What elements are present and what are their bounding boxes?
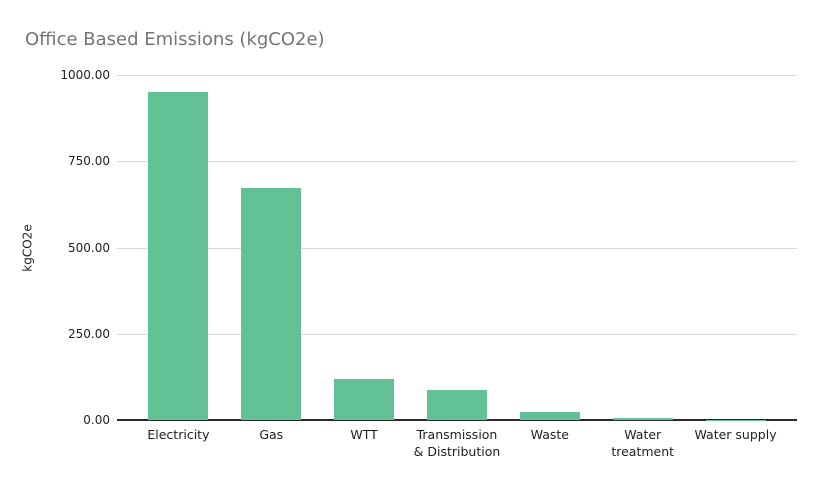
y-tick-label-250.00: 250.00 — [68, 326, 110, 341]
y-tick-label-750.00: 750.00 — [68, 154, 110, 169]
gridline-250 — [117, 333, 797, 335]
bar-transmission-distribution[interactable] — [427, 390, 487, 420]
gridline-500 — [117, 247, 797, 249]
x-category-label-electricity: Electricity — [147, 427, 210, 442]
x-category-label-transmission-distribution: Transmission & Distribution — [413, 427, 501, 459]
y-axis-title: kgCO2e — [14, 75, 42, 420]
chart-title: Office Based Emissions (kgCO2e) — [25, 29, 325, 50]
gridline-1000 — [117, 75, 797, 76]
bar-gas[interactable] — [241, 187, 302, 420]
bar-water-treatment[interactable] — [612, 417, 673, 420]
x-category-label-waste: Waste — [530, 427, 569, 442]
x-category-label-water-supply: Water supply — [694, 427, 777, 442]
x-axis-line — [117, 419, 797, 421]
bar-electricity[interactable] — [148, 92, 209, 420]
y-tick-label-0.00: 0.00 — [83, 413, 110, 427]
x-category-label-wtt: WTT — [350, 427, 378, 442]
x-category-label-gas: Gas — [259, 427, 284, 442]
y-tick-label-1000.00: 1000.00 — [60, 68, 110, 82]
y-axis-title-text: kgCO2e — [21, 223, 36, 272]
gridline-750 — [117, 161, 797, 163]
x-category-label-water-treatment: Water treatment — [611, 427, 675, 459]
bar-waste[interactable] — [519, 412, 580, 420]
plot-area — [117, 75, 797, 421]
bar-wtt[interactable] — [334, 379, 395, 420]
y-tick-label-500.00: 500.00 — [68, 240, 110, 255]
